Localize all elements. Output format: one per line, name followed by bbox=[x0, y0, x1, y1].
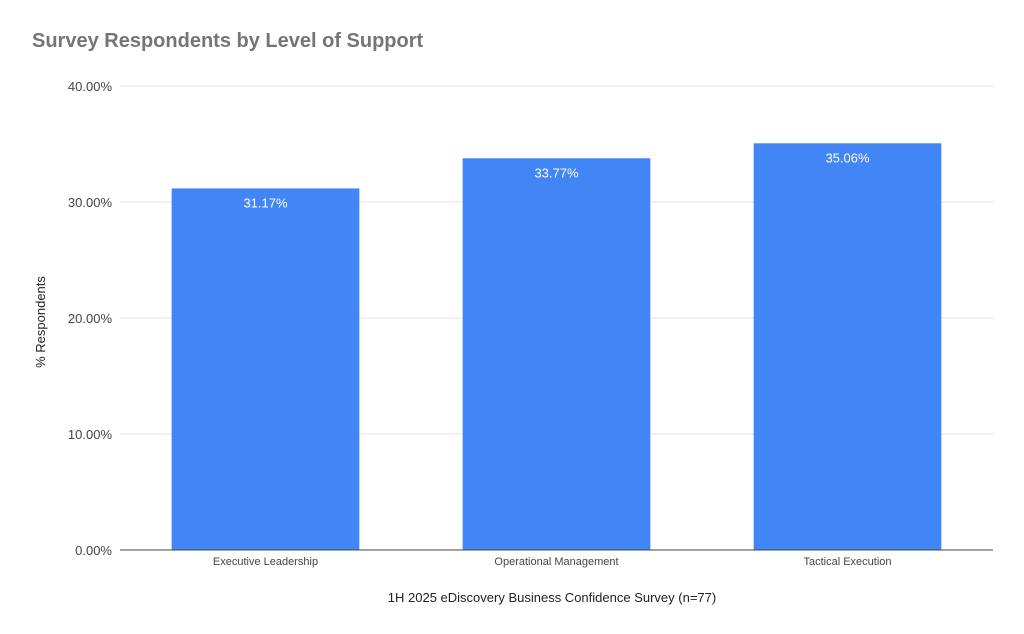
bar bbox=[753, 143, 942, 550]
bar-data-label: 35.06% bbox=[825, 150, 870, 165]
x-axis-categories: Executive Leadership Operational Manageme… bbox=[213, 556, 892, 568]
y-tick-label: 10.00% bbox=[68, 427, 113, 442]
data-labels: 31.17% 33.77% 35.06% bbox=[243, 150, 870, 210]
bar bbox=[462, 158, 651, 550]
chart-title: Survey Respondents by Level of Support bbox=[32, 30, 424, 52]
y-tick-label: 40.00% bbox=[68, 79, 113, 94]
y-axis-title: % Respondents bbox=[33, 276, 48, 368]
bar bbox=[171, 188, 360, 551]
bar-data-label: 33.77% bbox=[534, 165, 579, 180]
x-category-label: Tactical Execution bbox=[803, 556, 891, 568]
y-axis-ticks: 0.00% 10.00% 20.00% 30.00% 40.00% bbox=[68, 79, 113, 558]
y-tick-label: 30.00% bbox=[68, 195, 113, 210]
y-tick-label: 0.00% bbox=[75, 543, 112, 558]
x-category-label: Executive Leadership bbox=[213, 556, 318, 568]
y-tick-label: 20.00% bbox=[68, 311, 113, 326]
x-category-label: Operational Management bbox=[494, 556, 618, 568]
x-axis-title: 1H 2025 eDiscovery Business Confidence S… bbox=[388, 590, 716, 605]
bars bbox=[171, 143, 942, 551]
bar-data-label: 31.17% bbox=[243, 195, 288, 210]
